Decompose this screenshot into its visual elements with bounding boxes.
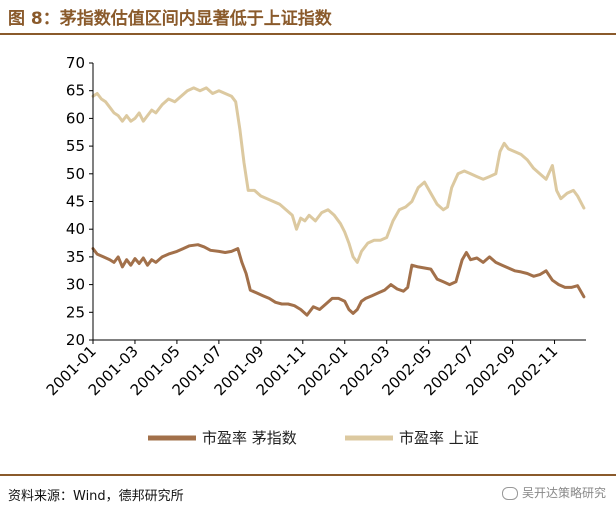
y-tick-label: 60 <box>66 109 85 127</box>
x-axis-ticks: 2001-012001-032001-052001-072001-092001-… <box>43 340 561 399</box>
y-tick-label: 30 <box>66 276 85 294</box>
pe-comparison-chart: 20 25 30 35 40 45 50 55 60 65 70 2001-012001-03200… <box>43 54 586 447</box>
watermark: 吴开达策略研究 <box>501 484 606 501</box>
y-tick-label: 40 <box>66 220 85 238</box>
y-tick-label: 50 <box>66 165 85 183</box>
series-lines <box>91 86 586 317</box>
y-tick-label: 25 <box>66 303 85 321</box>
y-tick-label: 65 <box>66 82 85 100</box>
y-tick-label: 70 <box>66 54 85 72</box>
footer-rule <box>0 474 616 476</box>
legend-label-2: 市盈率 上证 <box>399 429 479 447</box>
legend-label-1: 市盈率 茅指数 <box>202 429 297 447</box>
source-note: 资料来源：Wind，德邦研究所 <box>8 489 184 504</box>
y-tick-label: 20 <box>66 331 85 349</box>
y-tick-label: 45 <box>66 193 85 211</box>
series-line-2 <box>91 86 586 264</box>
legend: 市盈率 茅指数 市盈率 上证 <box>148 429 479 447</box>
series-line-1 <box>91 243 586 317</box>
y-tick-label: 55 <box>66 137 85 155</box>
y-axis-ticks: 20 25 30 35 40 45 50 55 60 65 70 <box>66 54 93 349</box>
figure-title: 图 8：茅指数估值区间内显著低于上证指数 <box>8 9 332 29</box>
y-tick-label: 35 <box>66 248 85 266</box>
watermark-text: 吴开达策略研究 <box>521 486 606 500</box>
title-rule <box>0 33 616 35</box>
wechat-icon <box>501 487 518 500</box>
